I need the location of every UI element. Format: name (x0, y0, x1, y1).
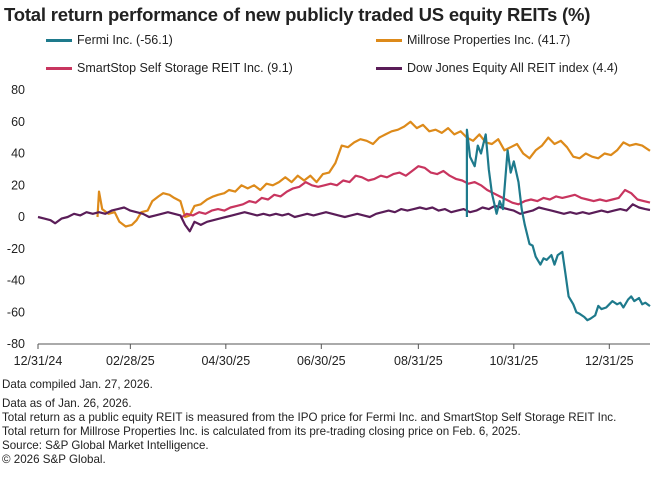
legend-item-fermi: Fermi Inc. (-56.1) (46, 33, 173, 47)
legend-item-dowjones: Dow Jones Equity All REIT index (4.4) (376, 61, 618, 75)
y-tick-label: 80 (11, 83, 25, 97)
series-line-millrose (96, 120, 651, 228)
chart-legend: Fermi Inc. (-56.1) Millrose Properties I… (0, 0, 662, 90)
x-tick-label: 02/28/25 (106, 354, 155, 368)
chart-title: Total return performance of new publicly… (4, 4, 591, 25)
note-line2: Total return for Millrose Properties Inc… (2, 425, 521, 438)
legend-label-smartstop: SmartStop Self Storage REIT Inc. (9.1) (77, 61, 293, 75)
x-tick-label: 10/31/25 (489, 354, 538, 368)
x-tick-label: 12/31/24 (14, 354, 63, 368)
legend-item-millrose: Millrose Properties Inc. (41.7) (376, 33, 570, 47)
y-tick-label: 60 (11, 115, 25, 129)
note-copyright: © 2026 S&P Global. (2, 453, 106, 466)
legend-label-dowjones: Dow Jones Equity All REIT index (4.4) (407, 61, 618, 75)
y-tick-label: -40 (7, 274, 25, 288)
x-tick-label: 12/31/25 (585, 354, 634, 368)
x-tick-label: 06/30/25 (297, 354, 346, 368)
chart-notes: Data compiled Jan. 27, 2026. Data as of … (2, 378, 616, 467)
series-line-fermi (465, 128, 651, 322)
legend-swatch-smartstop (46, 66, 72, 70)
note-asof: Data as of Jan. 26, 2026. (2, 397, 132, 410)
x-tick-label: 04/30/25 (201, 354, 250, 368)
note-compiled: Data compiled Jan. 27, 2026. (2, 378, 153, 391)
note-source: Source: S&P Global Market Intelligence. (2, 439, 209, 452)
y-tick-label: 20 (11, 178, 25, 192)
note-line1: Total return as a public equity REIT is … (2, 411, 617, 424)
series-line-smartstop (181, 165, 651, 218)
y-tick-label: -20 (7, 242, 25, 256)
y-tick-label: -60 (7, 305, 25, 319)
legend-label-fermi: Fermi Inc. (-56.1) (77, 33, 173, 47)
x-tick-label: 08/31/25 (394, 354, 443, 368)
y-tick-label: 0 (18, 210, 25, 224)
legend-swatch-dowjones (376, 66, 402, 70)
series-line-dowjones (37, 203, 651, 233)
y-tick-label: -80 (7, 337, 25, 351)
line-chart: 80 60 40 20 0 -20 -40 -60 -80 12/31/24 02/28/25 04/… (7, 83, 651, 368)
legend-swatch-fermi (46, 38, 72, 42)
y-tick-label: 40 (11, 147, 25, 161)
legend-swatch-millrose (376, 38, 402, 42)
legend-item-smartstop: SmartStop Self Storage REIT Inc. (9.1) (46, 61, 293, 75)
legend-label-millrose: Millrose Properties Inc. (41.7) (407, 33, 571, 47)
